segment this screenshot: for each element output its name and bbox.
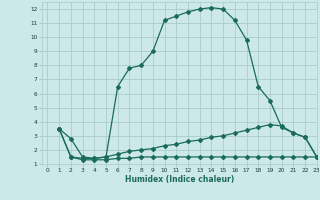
X-axis label: Humidex (Indice chaleur): Humidex (Indice chaleur) — [124, 175, 234, 184]
